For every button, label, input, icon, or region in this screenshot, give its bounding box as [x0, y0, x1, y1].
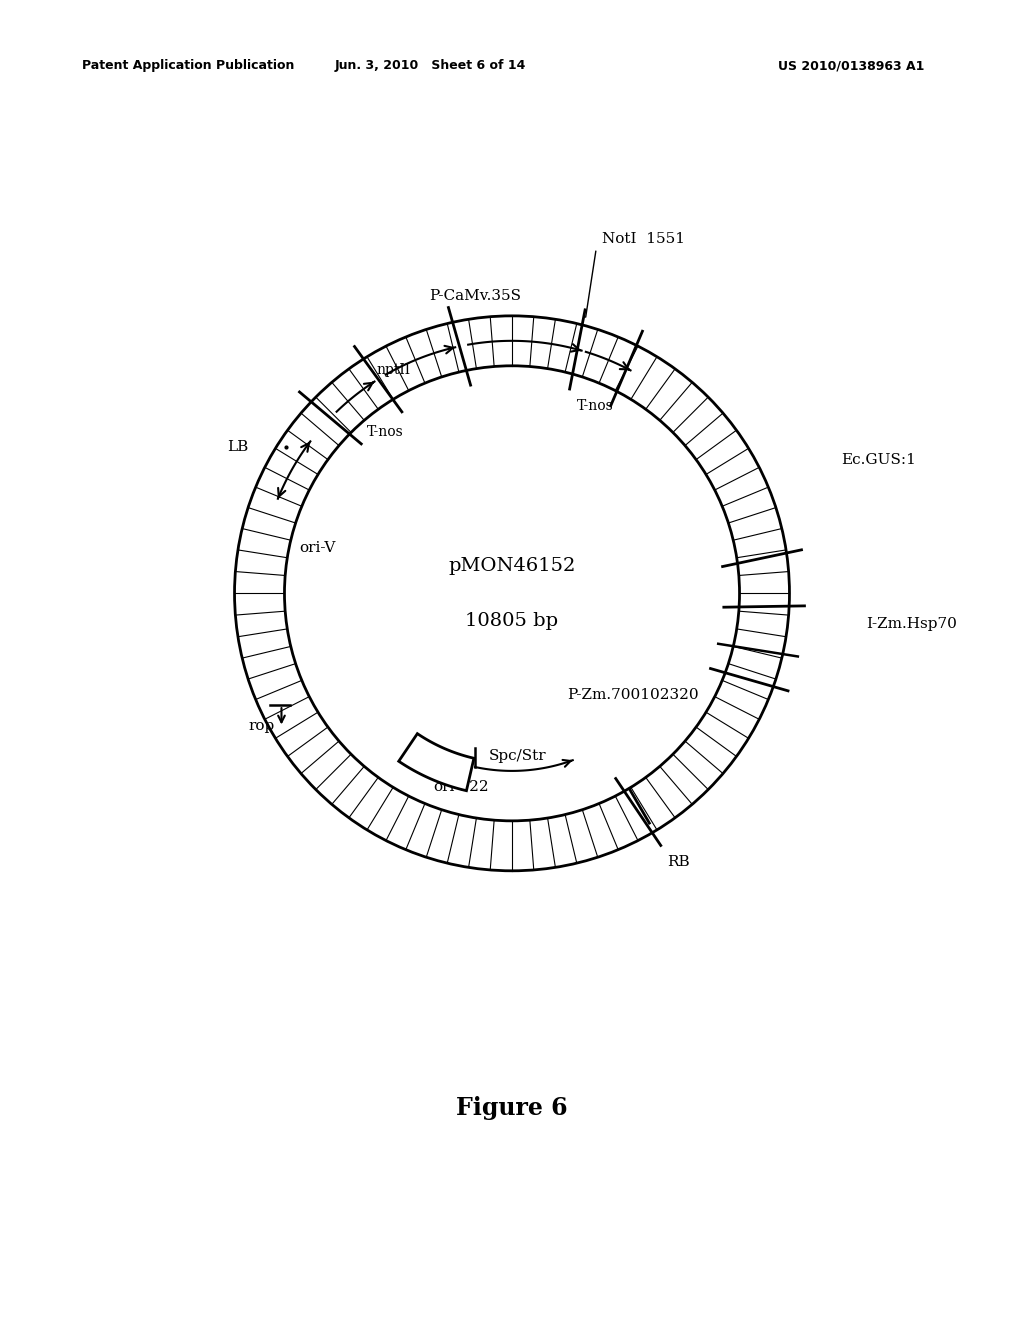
Text: nptII: nptII — [377, 363, 411, 378]
Text: P-Zm.700102320: P-Zm.700102320 — [567, 688, 699, 702]
Text: ori-322: ori-322 — [433, 780, 488, 795]
Polygon shape — [398, 734, 474, 791]
Text: 10805 bp: 10805 bp — [466, 612, 558, 630]
Text: pMON46152: pMON46152 — [449, 557, 575, 574]
Text: US 2010/0138963 A1: US 2010/0138963 A1 — [778, 59, 925, 73]
Text: T-nos: T-nos — [368, 425, 403, 438]
Text: Figure 6: Figure 6 — [456, 1097, 568, 1121]
Text: RB: RB — [668, 855, 690, 870]
Text: LB: LB — [227, 441, 248, 454]
Text: rop: rop — [249, 719, 274, 734]
Text: Ec.GUS:1: Ec.GUS:1 — [842, 453, 916, 467]
Text: I-Zm.Hsp70: I-Zm.Hsp70 — [866, 618, 956, 631]
Text: Spc/Str: Spc/Str — [488, 748, 546, 763]
Text: NotI  1551: NotI 1551 — [602, 231, 685, 246]
Text: Jun. 3, 2010   Sheet 6 of 14: Jun. 3, 2010 Sheet 6 of 14 — [335, 59, 525, 73]
Text: Patent Application Publication: Patent Application Publication — [82, 59, 294, 73]
Text: P-CaMv.35S: P-CaMv.35S — [429, 289, 521, 302]
Text: ori-V: ori-V — [299, 541, 336, 556]
Text: T-nos: T-nos — [578, 399, 614, 413]
